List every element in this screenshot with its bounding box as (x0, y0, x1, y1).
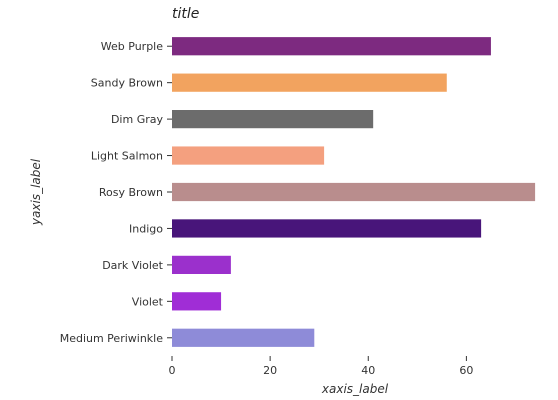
y-tick-label: Rosy Brown (99, 186, 163, 199)
y-tick-label: Medium Periwinkle (60, 332, 164, 345)
x-tick-label: 60 (459, 364, 473, 377)
y-axis-ticks: Medium Periwinkle Violet Dark Violet Indigo… (60, 40, 172, 345)
bar-violet (172, 292, 222, 311)
y-tick-label: Violet (132, 295, 164, 308)
y-tick-label: Indigo (129, 222, 163, 235)
bar-dark-violet (172, 255, 231, 274)
bar-sandy-brown (172, 73, 447, 92)
bar-rosy-brown (172, 182, 536, 202)
y-axis-label: yaxis_label (29, 158, 43, 226)
y-tick-label: Sandy Brown (91, 77, 163, 90)
bar-web-purple (172, 37, 491, 56)
y-tick-label: Web Purple (101, 40, 163, 53)
x-tick-label: 0 (169, 364, 176, 377)
bar-light-salmon (172, 146, 325, 165)
x-axis-ticks: 0 20 40 60 (169, 356, 473, 377)
bar-indigo (172, 219, 482, 238)
chart-title: title (172, 6, 199, 22)
y-tick-label: Dark Violet (102, 259, 163, 272)
bar-medium-periwinkle (172, 328, 315, 347)
y-tick-label: Dim Gray (111, 113, 164, 126)
x-axis-label: xaxis_label (321, 382, 389, 396)
bar-dim-gray (172, 110, 374, 129)
x-tick-label: 40 (361, 364, 375, 377)
x-tick-label: 20 (263, 364, 277, 377)
bars-group (172, 37, 536, 347)
y-tick-label: Light Salmon (91, 150, 163, 163)
